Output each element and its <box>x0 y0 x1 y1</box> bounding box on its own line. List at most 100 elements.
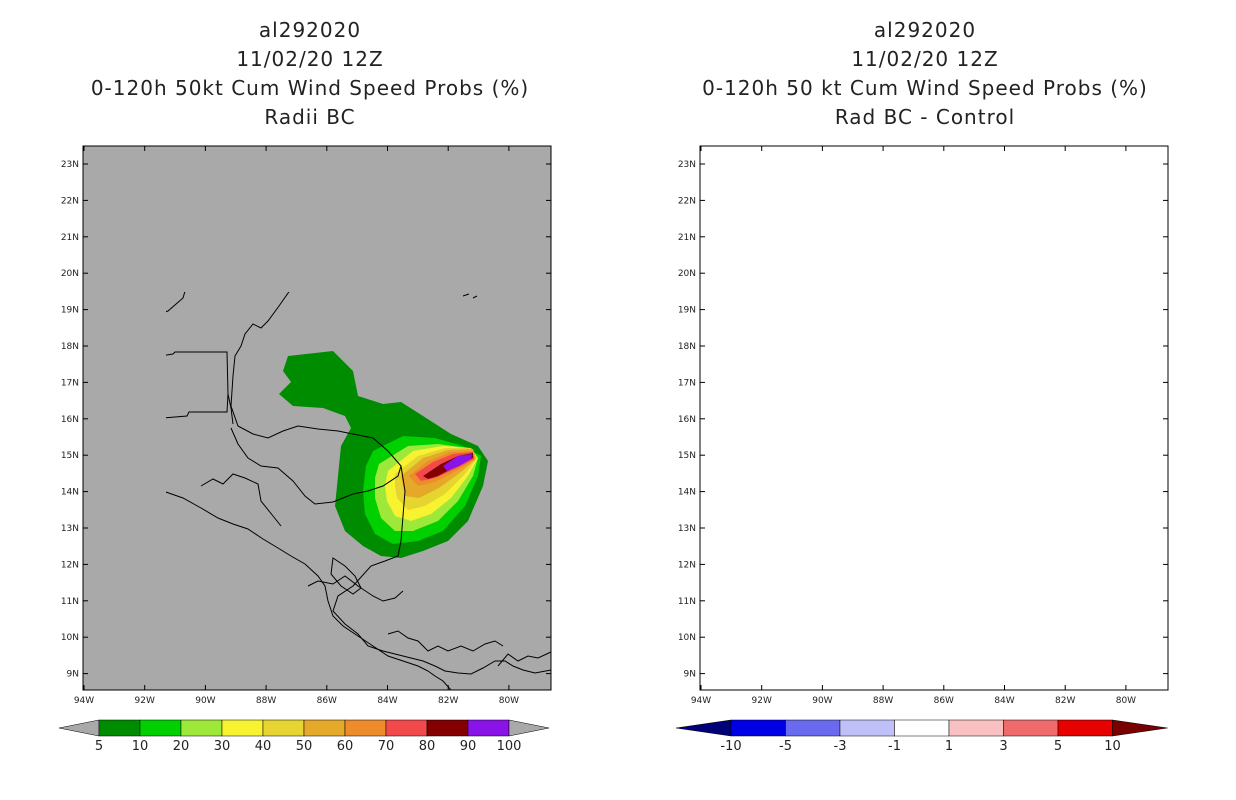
left-panel-title-block: al292020 11/02/20 12Z 0-120h 50kt Cum Wi… <box>30 16 590 132</box>
left-title: 0-120h 50kt Cum Wind Speed Probs (%) <box>90 76 530 100</box>
colorbar-segment <box>730 719 786 737</box>
lat-label: 12N <box>61 560 79 570</box>
colorbar-label: 80 <box>419 739 436 754</box>
lon-label: 84W <box>994 696 1014 706</box>
lat-label: 21N <box>678 233 696 243</box>
lat-label: 10N <box>678 633 696 643</box>
colorbar-label: 20 <box>173 739 190 754</box>
lon-label: 90W <box>812 696 832 706</box>
colorbar-label: 5 <box>95 739 103 754</box>
colorbar-segment <box>426 719 469 737</box>
lon-label: 80W <box>1116 696 1136 706</box>
lat-label: 9N <box>67 670 79 680</box>
lon-label: 92W <box>135 696 155 706</box>
left-map-background <box>82 145 552 691</box>
colorbar-label: -10 <box>720 739 741 754</box>
colorbar-label: 30 <box>214 739 231 754</box>
colorbar-segment <box>262 719 305 737</box>
lat-label: 20N <box>678 269 696 279</box>
colorbar-segment <box>344 719 387 737</box>
lat-label: 18N <box>678 342 696 352</box>
lat-label: 17N <box>678 378 696 388</box>
lon-label: 84W <box>377 696 397 706</box>
colorbar-segment <box>1003 719 1059 737</box>
colorbar-segment <box>1057 719 1113 737</box>
right-subtitle: Rad BC - Control <box>834 105 1016 129</box>
colorbar-label: -5 <box>779 739 792 754</box>
colorbar-label: 60 <box>337 739 354 754</box>
left-subtitle: Radii BC <box>264 105 356 129</box>
colorbar-segment <box>139 719 182 737</box>
colorbar-segment <box>948 719 1004 737</box>
colorbar-segment <box>839 719 895 737</box>
colorbar-label: 40 <box>255 739 272 754</box>
right-map-background <box>699 145 1169 691</box>
lat-label: 13N <box>678 524 696 534</box>
colorbar-segment <box>98 719 141 737</box>
colorbar-under-triangle <box>58 719 100 737</box>
left-axis-ticks: 23N 22N 21N 20N 19N 18N 17N 16N 15N 14N 13N 12N 11N 1… <box>61 146 551 706</box>
lat-label: 17N <box>61 378 79 388</box>
lat-label: 21N <box>61 233 79 243</box>
right-storm-id: al292020 <box>873 18 977 42</box>
colorbar-segment <box>180 719 223 737</box>
lon-label: 82W <box>1055 696 1075 706</box>
lon-label: 86W <box>317 696 337 706</box>
lat-label: 13N <box>61 524 79 534</box>
colorbar-under-triangle <box>675 719 732 737</box>
lat-label: 15N <box>61 451 79 461</box>
colorbar-segment <box>303 719 346 737</box>
right-colorbar: -10 -5 -3 -1 1 3 5 10 <box>675 719 1168 754</box>
left-storm-id: al292020 <box>258 18 362 42</box>
right-datetime: 11/02/20 12Z <box>851 47 999 71</box>
colorbar-label: 3 <box>999 739 1007 754</box>
right-panel-title-block: al292020 11/02/20 12Z 0-120h 50 kt Cum W… <box>645 16 1205 132</box>
lat-label: 23N <box>61 160 79 170</box>
lat-label: 14N <box>678 488 696 498</box>
lat-label: 11N <box>61 597 79 607</box>
lat-label: 16N <box>61 415 79 425</box>
colorbar-label: -1 <box>888 739 901 754</box>
colorbar-over-triangle <box>1112 719 1168 737</box>
colorbar-segment <box>385 719 428 737</box>
left-datetime: 11/02/20 12Z <box>236 47 384 71</box>
lon-label: 92W <box>752 696 772 706</box>
left-map-border <box>82 145 552 691</box>
right-axis-ticks: 23N 22N 21N 20N 19N 18N 17N 16N 15N 14N 13N 12N 11N 1… <box>678 146 1168 706</box>
lon-label: 82W <box>438 696 458 706</box>
lat-label: 12N <box>678 560 696 570</box>
colorbar-segment <box>467 719 510 737</box>
lat-label: 23N <box>678 160 696 170</box>
lon-label: 86W <box>934 696 954 706</box>
lon-label: 90W <box>195 696 215 706</box>
lat-label: 18N <box>61 342 79 352</box>
colorbar-label: 100 <box>497 739 522 754</box>
contour-90 <box>443 454 472 471</box>
colorbar-label: 90 <box>460 739 477 754</box>
lat-label: 19N <box>678 306 696 316</box>
colorbar-label: 50 <box>296 739 313 754</box>
colorbar-over-triangle <box>508 719 550 737</box>
lat-label: 10N <box>61 633 79 643</box>
colorbar-segment <box>785 719 841 737</box>
lat-label: 20N <box>61 269 79 279</box>
lon-label: 94W <box>74 696 94 706</box>
colorbar-label: 70 <box>378 739 395 754</box>
left-colorbar: 5 10 20 30 40 50 60 70 80 90 100 <box>58 719 550 754</box>
right-map-border <box>699 145 1169 691</box>
lat-label: 11N <box>678 597 696 607</box>
lat-label: 9N <box>684 670 696 680</box>
lat-label: 22N <box>61 196 79 206</box>
right-map-panel: 23N 22N 21N 20N 19N 18N 17N 16N 15N 14N 13N 12N 11N 1… <box>678 145 1169 706</box>
lon-label: 80W <box>499 696 519 706</box>
lon-label: 88W <box>873 696 893 706</box>
colorbar-label: 1 <box>945 739 953 754</box>
lon-label: 94W <box>691 696 711 706</box>
colorbar-label: 10 <box>132 739 149 754</box>
colorbar-segment <box>894 719 950 737</box>
lat-label: 14N <box>61 488 79 498</box>
lon-label: 88W <box>256 696 276 706</box>
lat-label: 22N <box>678 196 696 206</box>
left-map-panel: 23N 22N 21N 20N 19N 18N 17N 16N 15N 14N 13N 12N 11N 1… <box>61 145 552 706</box>
